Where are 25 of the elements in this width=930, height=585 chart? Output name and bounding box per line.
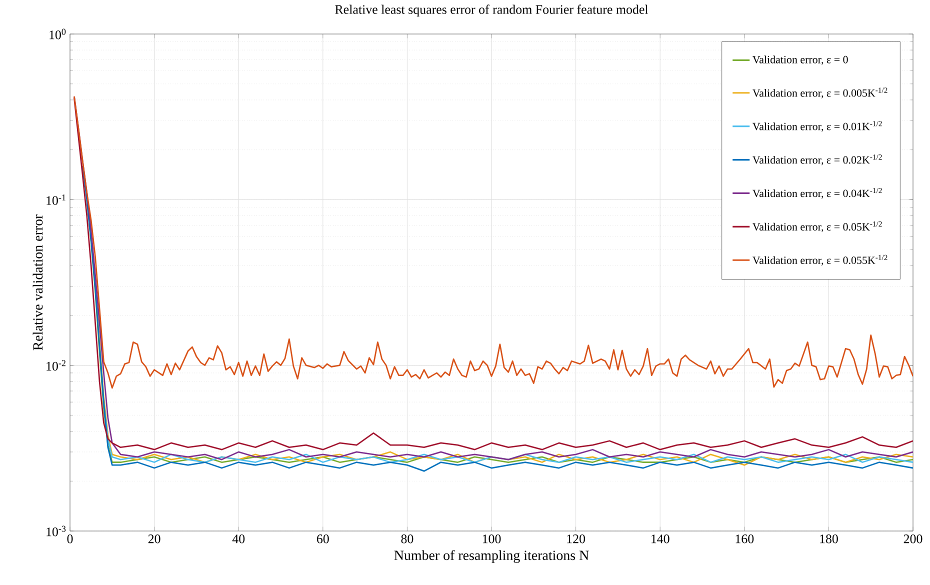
y-tick-label: 10$^{-3}$ [46,526,66,536]
y-tick-label: 10$^{-2}$ [46,360,66,371]
x-tick-label: 200 [904,534,922,544]
x-tick-label: 140 [652,534,670,544]
legend-label: Validation error, ε = 0.01K$^{-1/2}$ [752,121,882,132]
x-tick-label: 60 [316,534,329,544]
x-tick-label: 40 [232,534,245,544]
legend-label: Validation error, ε = 0.02K$^{-1/2}$ [752,154,882,166]
x-tick-label: 100 [482,534,501,544]
x-tick-label: 0 [67,534,73,544]
legend-label: Validation error, ε = 0.055K$^{-1/2}$ [752,254,888,266]
legend-label: Validation error, ε = 0 [752,56,848,65]
x-tick-label: 180 [820,534,838,544]
y-tick-label: 10$^{0}$ [50,28,66,40]
x-tick-label: 20 [148,534,160,544]
legend-label: Validation error, ε = 0.04K$^{-1/2}$ [752,188,882,199]
y-tick-label: 10$^{-1}$ [46,194,66,205]
x-tick-label: 80 [401,534,414,544]
legend-label: Validation error, ε = 0.05K$^{-1/2}$ [752,221,882,232]
x-tick-label: 120 [567,534,586,544]
chart-title: Relative least squares error of random Fourier feature model [335,4,648,17]
x-axis-title: Number of resampling iterations N [394,550,589,563]
legend-label: Validation error, ε = 0.005K$^{-1/2}$ [752,88,888,98]
y-axis-title: Relative validation error [32,214,43,350]
x-tick-label: 160 [736,534,754,544]
